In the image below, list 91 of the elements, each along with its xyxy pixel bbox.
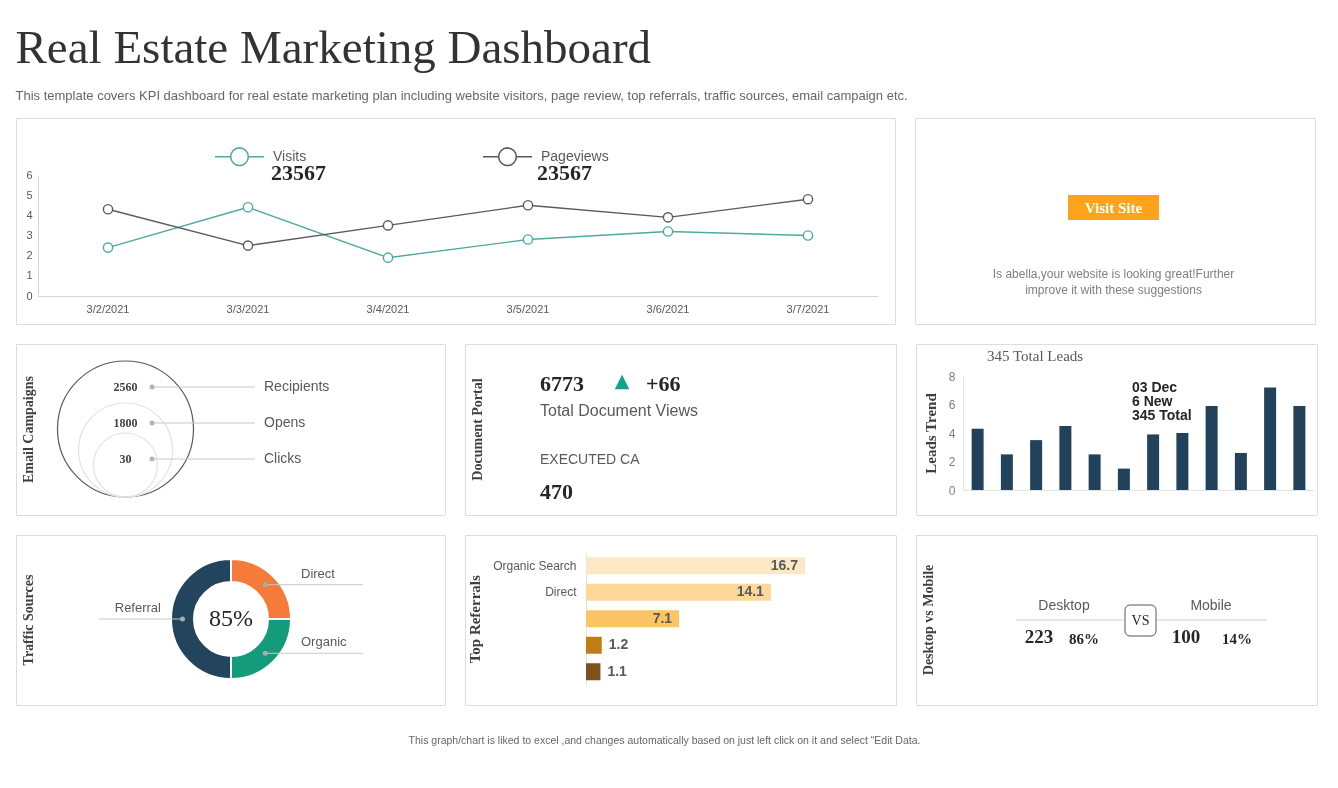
category-label: EXECUTED CA (540, 451, 641, 467)
data-label: 1.2 (608, 636, 629, 653)
point (662, 212, 674, 223)
text: +66 (646, 371, 681, 396)
category-label: Total Document Views (540, 402, 698, 419)
bar (586, 663, 601, 681)
point (522, 234, 534, 245)
point (662, 226, 674, 237)
data-label: 100 (1171, 626, 1201, 647)
data-label: 14.1 (736, 583, 765, 600)
bar (1176, 433, 1189, 490)
chart-title: 345 Total Leads (987, 348, 1084, 364)
point (382, 220, 394, 231)
bar (586, 557, 805, 575)
x-tick-label: 3/2/2021 (86, 302, 130, 315)
point (102, 203, 114, 215)
bar (1293, 405, 1306, 490)
x-tick-label: 3/7/2021 (786, 302, 830, 315)
bar (1030, 440, 1043, 490)
point (102, 242, 114, 253)
data-label: 1.1 (607, 662, 628, 679)
text: VS (1131, 613, 1150, 628)
category-label: Opens (264, 414, 306, 430)
slice-label: Direct (301, 565, 336, 581)
slice-label: Organic (301, 634, 348, 650)
annotation: 6 New (1132, 393, 1173, 409)
data-label: 30 (119, 452, 132, 466)
x-tick-label: 3/4/2021 (366, 302, 410, 315)
point (802, 193, 814, 205)
text: 85% (209, 605, 253, 631)
data-label: 1800 (113, 416, 138, 430)
y-tick-label: 6 (26, 168, 33, 181)
text: This graph/chart is liked to excel ,and changes automatically based on just left click on it and select “Edit Data. (408, 734, 921, 746)
bar (1264, 387, 1277, 490)
text: 86% (1069, 631, 1099, 647)
point (522, 199, 534, 211)
y-tick-label: 1 (26, 269, 33, 282)
bar (1147, 434, 1160, 490)
text: Real Estate Marketing Dashboard (15, 20, 652, 73)
text: Desktop vs Mobile (921, 564, 936, 676)
y-tick-label: 2 (948, 455, 956, 469)
y-tick-label: 0 (948, 483, 956, 498)
text: ▲ (614, 369, 630, 391)
bar (586, 610, 680, 628)
category-label: Mobile (1190, 597, 1232, 613)
point (802, 230, 814, 241)
y-tick-label: 5 (26, 188, 33, 201)
text: Document Portal (470, 378, 485, 481)
y-axis-title: Leads Trend (922, 392, 939, 474)
text: 14% (1222, 631, 1252, 647)
text: Visit Site (1084, 200, 1143, 216)
y-axis-title: Top Referrals (467, 575, 484, 664)
bar (1205, 405, 1218, 490)
point (382, 252, 394, 263)
data-label: 2560 (113, 380, 138, 394)
y-tick-label: 4 (948, 426, 956, 441)
category-label: Clicks (264, 450, 302, 466)
point (242, 240, 254, 251)
annotation: 03 Dec (1132, 379, 1178, 395)
point (242, 201, 254, 213)
category-label: Recipients (264, 378, 330, 394)
bar (586, 636, 602, 654)
y-tick-label: 3 (26, 229, 33, 241)
x-tick-label: 3/5/2021 (506, 302, 550, 315)
data-label: 470 (540, 479, 573, 504)
bar (1059, 425, 1072, 490)
y-tick-label: 4 (26, 208, 33, 221)
y-tick-label: 8 (948, 369, 956, 384)
bar (1117, 468, 1130, 490)
annotation: 345 Total (1132, 407, 1192, 423)
text: Is abella,your website is looking great!Further improve it with these suggestions (992, 267, 1235, 297)
y-tick-label: Organic Search (493, 558, 577, 573)
bar (1088, 454, 1101, 490)
x-tick-label: 3/3/2021 (226, 302, 270, 315)
bar (586, 583, 771, 601)
data-label: 7.1 (652, 609, 673, 626)
text: Traffic Sources (21, 574, 36, 666)
y-tick-label: 2 (26, 249, 33, 262)
data-label: 223 (1024, 626, 1054, 647)
data-label: 6773 (540, 371, 584, 396)
data-label: 16.7 (770, 556, 799, 573)
bar (1000, 454, 1013, 490)
slice-label: Referral (114, 600, 162, 615)
category-label: Desktop (1038, 597, 1090, 613)
text: Email Campaigns (21, 375, 36, 483)
y-tick-label: 6 (948, 398, 956, 412)
bar (1234, 452, 1247, 490)
bar (971, 428, 984, 490)
text: This template covers KPI dashboard for real estate marketing plan including website visitors, page review, top referrals, traffic sources, email campaign etc. (15, 87, 908, 103)
y-tick-label: 0 (26, 289, 33, 302)
x-tick-label: 3/6/2021 (646, 302, 690, 315)
